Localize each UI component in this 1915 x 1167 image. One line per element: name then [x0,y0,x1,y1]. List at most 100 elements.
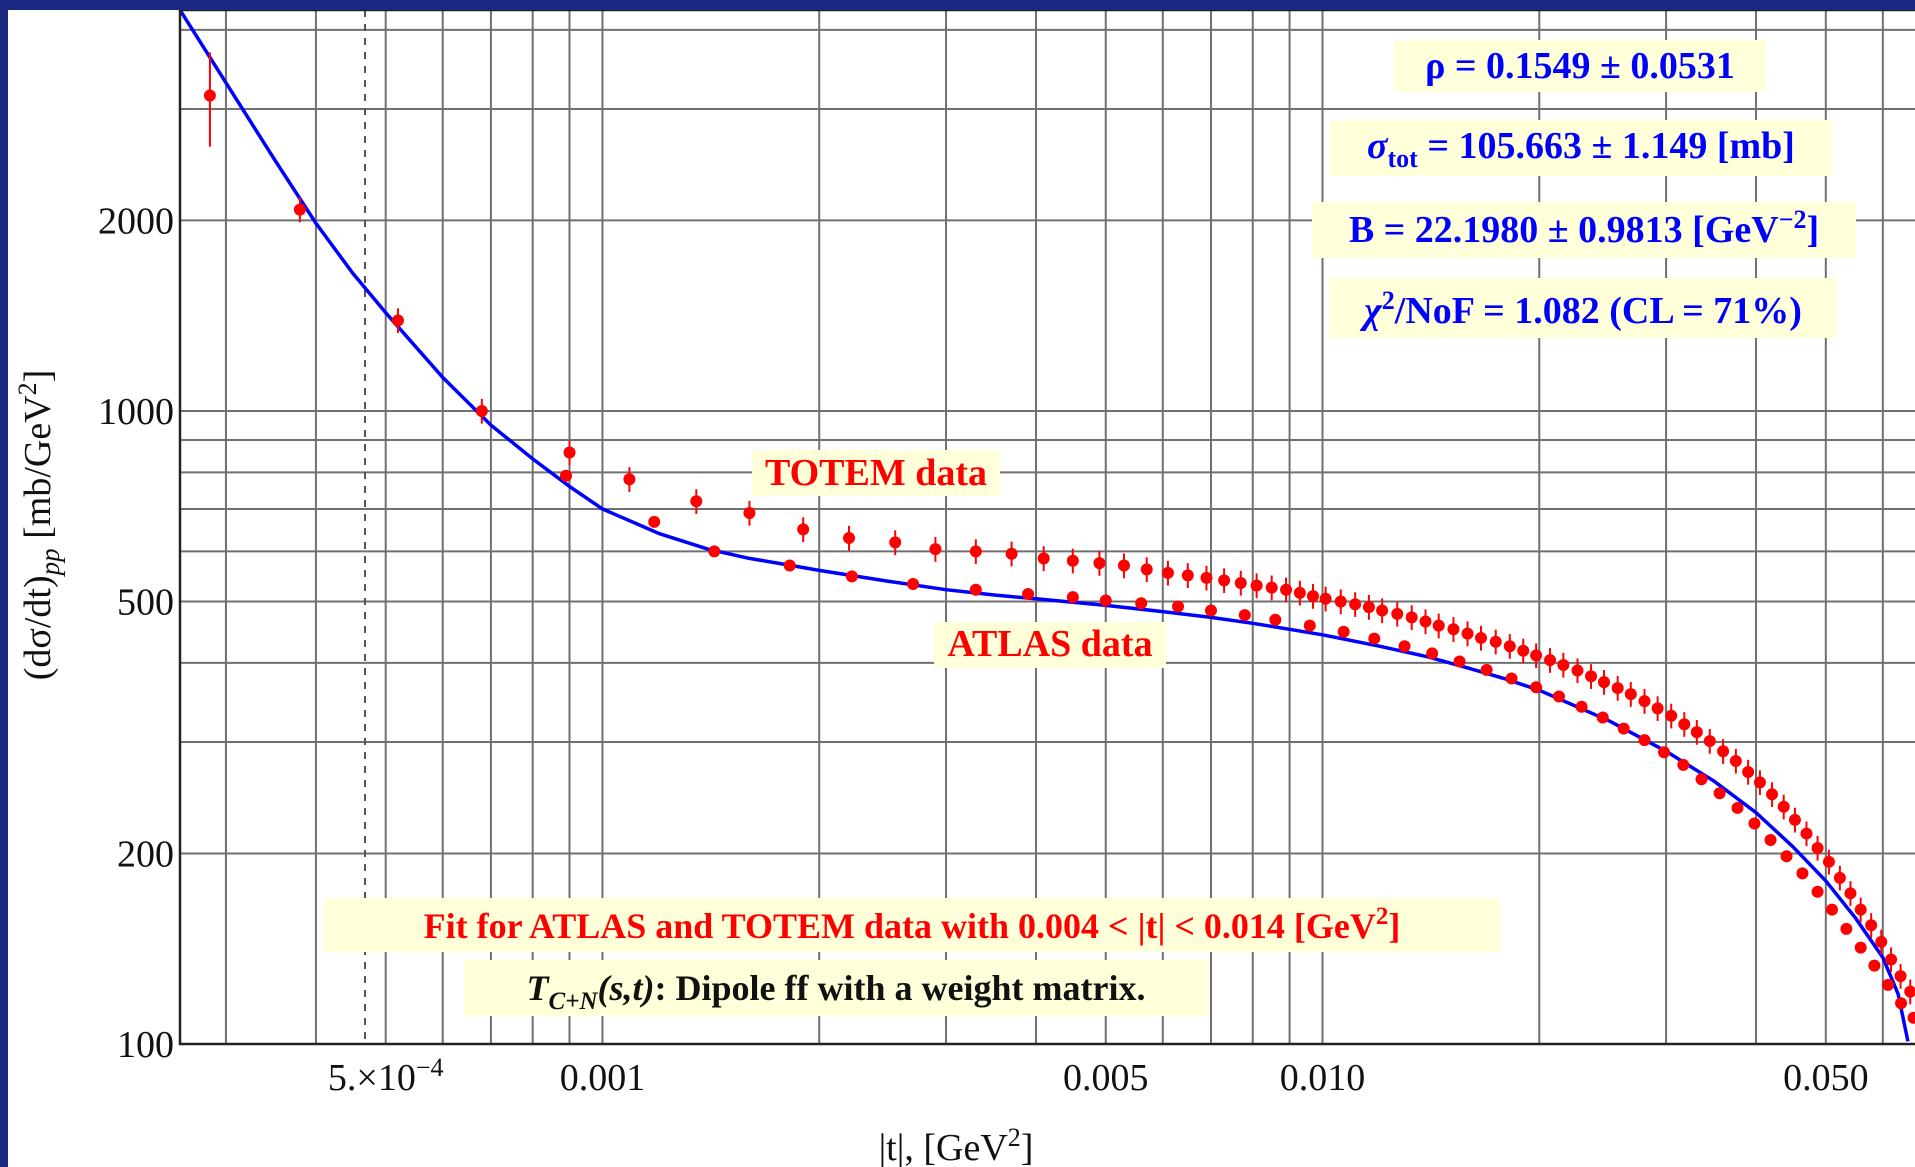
atlas-data-point [1426,647,1439,660]
totem-data-point [1854,903,1867,916]
totem-data-point [1544,654,1557,667]
totem-data-point [1306,590,1319,603]
plot-panel: 5.×10−4 0.001 0.005 0.010 0.050 100 200 500 1000… [8,10,1915,1167]
x-tick-label: 0.010 [1280,1057,1366,1099]
totem-data-point [1489,635,1502,648]
totem-data-point [1265,581,1278,594]
atlas-data-point [1695,773,1708,786]
totem-data-point [889,536,902,549]
totem-data-point [1557,658,1570,671]
totem-data-point [1788,813,1801,826]
axes-frame [178,10,1915,1046]
atlas-data-point [1453,655,1466,668]
atlas-data-point [1796,867,1809,880]
atlas-data-point [1530,681,1543,694]
b-label: B = 22.1980 ± 0.9813 [GeV−2] [1349,205,1819,251]
totem-data-point [563,446,576,459]
data-points-group [203,52,1915,1024]
totem-data-point [1530,649,1543,662]
atlas-data-point [1099,594,1112,607]
atlas-data-point [969,583,982,596]
totem-data-point [1885,953,1898,966]
atlas-data-point [1303,619,1316,632]
totem-label: TOTEM data [765,452,987,494]
y-tick-label: 500 [117,582,174,624]
sigma-label-bg [1330,120,1832,176]
totem-data-point [1293,586,1306,599]
x-tick-label-base: 0.005 [1063,1057,1149,1099]
fit-note: Fit for ATLAS and TOTEM data with 0.004 … [424,903,1401,946]
atlas-data-point [1204,604,1217,617]
atlas-data-point [1135,597,1148,610]
atlas-data-point [1657,746,1670,759]
totem-data-point [797,523,810,536]
totem-data-point [1218,574,1231,587]
totem-data-point [1117,559,1130,572]
atlas-data-point [1238,609,1251,622]
totem-data-point [1319,592,1332,605]
atlas-data-point [1748,817,1761,830]
totem-data-point [1093,557,1106,570]
totem-label-bg [752,450,1000,496]
atlas-data-point [1480,663,1493,676]
totem-data-point [1777,800,1790,813]
totem-data-point [1822,855,1835,868]
rho-label: ρ = 0.1549 ± 0.0531 [1425,45,1735,87]
totem-data-point [1005,547,1018,560]
x-tick-label-base: 0.010 [1280,1057,1366,1099]
totem-data-point [1844,887,1857,900]
atlas-data-point [1764,834,1777,847]
totem-data-point [1833,871,1846,884]
totem-data-point [1037,552,1050,565]
totem-data-point [391,314,404,327]
totem-data-point [969,545,982,558]
atlas-data-point [1713,787,1726,800]
y-tick-label: 200 [117,833,174,875]
totem-data-point [1362,601,1375,614]
atlas-data-point [648,515,661,528]
totem-data-point [1811,842,1824,855]
atlas-data-point [1882,978,1895,991]
atlas-label-bg [934,622,1166,668]
atlas-data-point [1368,632,1381,645]
atlas-data-point [1617,722,1630,735]
totem-data-point [1517,644,1530,657]
y-tick-label: 100 [117,1024,174,1066]
x-tick-label-base: 5.×10 [328,1057,416,1099]
totem-data-point [1066,554,1079,567]
rho-label-bg [1394,40,1766,92]
totem-data-point [1405,611,1418,624]
chart-svg: 5.×10−4 0.001 0.005 0.010 0.050 100 200 500 1000… [13,10,1915,1167]
atlas-data-point [1022,587,1035,600]
atlas-data-point [1854,941,1867,954]
atlas-data-point [1677,758,1690,771]
model-note-bg [464,960,1208,1016]
atlas-data-point [845,570,858,583]
totem-data-point [1717,745,1730,758]
totem-data-point [1729,754,1742,767]
atlas-data-point [1811,885,1824,898]
totem-data-point [1894,970,1907,983]
totem-data-point [1638,695,1651,708]
totem-data-point [1585,670,1598,683]
totem-data-point [1234,576,1247,589]
totem-data-point [1800,827,1813,840]
totem-data-point [1376,604,1389,617]
totem-data-point [1611,682,1624,695]
chi-label: χ2/NoF = 1.082 (CL = 71%) [1359,286,1802,332]
totem-data-point [1181,569,1194,582]
totem-data-point [1904,985,1915,998]
totem-data-point [1503,640,1516,653]
totem-data-point [1461,627,1474,640]
totem-data-point [293,203,306,216]
totem-data-point [1161,566,1174,579]
x-tick-label-base: 0.050 [1783,1057,1869,1099]
atlas-data-point [1066,591,1079,604]
totem-data-point [1334,595,1347,608]
totem-data-point [690,495,703,508]
atlas-data-point [1868,959,1881,972]
totem-data-point [623,473,636,486]
totem-data-point [1665,709,1678,722]
totem-data-point [743,507,756,520]
